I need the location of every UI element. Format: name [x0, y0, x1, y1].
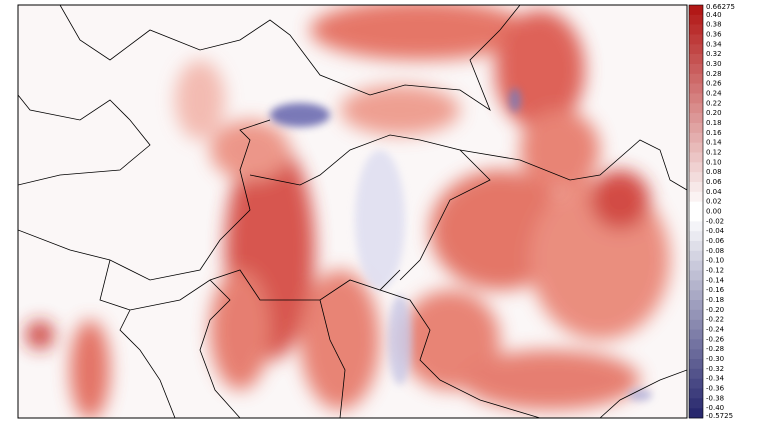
- colorbar-cell: [689, 250, 703, 261]
- colorbar-cell: [689, 103, 703, 114]
- colorbar-label: -0.26: [706, 335, 725, 343]
- colorbar-label: 0.04: [706, 188, 722, 196]
- colorbar-cell: [689, 349, 703, 360]
- colorbar-label: 0.30: [706, 60, 722, 68]
- colorbar-label: 0.14: [706, 139, 722, 147]
- colorbar-label: -0.40: [706, 404, 724, 412]
- colorbar-cell: [689, 211, 703, 222]
- colorbar-cell: [689, 14, 703, 25]
- colorbar-label: -0.20: [706, 306, 724, 314]
- colorbar-cell: [689, 54, 703, 65]
- colorbar-label: 0.34: [706, 40, 722, 48]
- colorbar-label: 0.20: [706, 109, 722, 117]
- colorbar-label: -0.28: [706, 345, 724, 353]
- colorbar-frame: [688, 4, 704, 419]
- colorbar-label: -0.12: [706, 267, 724, 275]
- colorbar-cell: [689, 359, 703, 370]
- colorbar-cell: [689, 172, 703, 183]
- colorbar-label: 0.16: [706, 129, 722, 137]
- colorbar-label: -0.5725: [706, 412, 733, 420]
- colorbar-label: -0.14: [706, 276, 725, 284]
- colorbar-cell: [689, 44, 703, 55]
- colorbar-label: 0.10: [706, 158, 722, 166]
- colorbar-label: -0.32: [706, 365, 724, 373]
- colorbar-label: 0.38: [706, 21, 722, 29]
- colorbar-cell: [689, 64, 703, 75]
- colorbar-cell: [689, 152, 703, 163]
- colorbar-cell: [689, 93, 703, 104]
- colorbar-label: -0.38: [706, 394, 724, 402]
- colorbar-label: 0.08: [706, 168, 722, 176]
- colorbar-cell: [689, 221, 703, 232]
- colorbar-label: 0.40: [706, 11, 722, 19]
- colorbar-cell: [689, 260, 703, 271]
- colorbar-cell: [689, 388, 703, 399]
- colorbar-label: 0.00: [706, 208, 722, 216]
- colorbar-cell: [689, 34, 703, 45]
- colorbar-label: -0.34: [706, 375, 725, 383]
- colorbar-cell: [689, 280, 703, 291]
- colorbar-cell: [689, 270, 703, 281]
- colorbar-cell: [689, 113, 703, 124]
- colorbar-label: -0.22: [706, 316, 724, 324]
- colorbar-label: 0.06: [706, 178, 722, 186]
- borders: [18, 5, 687, 418]
- colorbar-label: -0.04: [706, 227, 725, 235]
- colorbar-label: -0.16: [706, 286, 725, 294]
- colorbar-label: 0.26: [706, 80, 722, 88]
- colorbar-label: 0.02: [706, 198, 722, 206]
- colorbar-cell: [689, 368, 703, 379]
- colorbar-cell: [689, 398, 703, 409]
- colorbar-label: 0.24: [706, 90, 722, 98]
- colorbar-cell: [689, 24, 703, 35]
- colorbar-cell: [689, 191, 703, 202]
- colorbar-label: -0.36: [706, 385, 725, 393]
- colorbar-label: 0.66275: [706, 3, 735, 11]
- colorbar-cell: [689, 319, 703, 330]
- colorbar-cell: [689, 83, 703, 94]
- colorbar-cell: [689, 329, 703, 340]
- colorbar-cell: [689, 300, 703, 311]
- colorbar-label: 0.22: [706, 99, 722, 107]
- colorbar-cell: [689, 132, 703, 143]
- colorbar-cell: [689, 309, 703, 320]
- colorbar-cell: [689, 339, 703, 350]
- colorbar-cell: [689, 290, 703, 301]
- colorbar-cell: [689, 182, 703, 193]
- map-frame: [17, 4, 688, 419]
- colorbar-cell: [689, 162, 703, 173]
- colorbar-cell: [689, 231, 703, 242]
- colorbar-label: 0.18: [706, 119, 722, 127]
- colorbar-label: -0.30: [706, 355, 724, 363]
- map-field: [18, 5, 687, 418]
- colorbar-label: -0.10: [706, 257, 724, 265]
- colorbar-label: -0.24: [706, 326, 725, 334]
- colorbar-label: 0.36: [706, 31, 722, 39]
- colorbar-cell: [689, 123, 703, 134]
- colorbar-cell: [689, 378, 703, 389]
- colorbar-label: -0.02: [706, 217, 724, 225]
- colorbar-label: 0.12: [706, 149, 722, 157]
- colorbar-label: -0.08: [706, 247, 724, 255]
- colorbar-label: -0.06: [706, 237, 725, 245]
- colorbar-cell: [689, 5, 703, 16]
- colorbar-cell: [689, 142, 703, 153]
- colorbar-label: -0.18: [706, 296, 724, 304]
- colorbar-label: 0.32: [706, 50, 722, 58]
- colorbar-cell: [689, 201, 703, 212]
- colorbar-cell: [689, 241, 703, 252]
- colorbar-cell: [689, 73, 703, 84]
- colorbar-label: 0.28: [706, 70, 722, 78]
- colorbar-cell: [689, 408, 703, 419]
